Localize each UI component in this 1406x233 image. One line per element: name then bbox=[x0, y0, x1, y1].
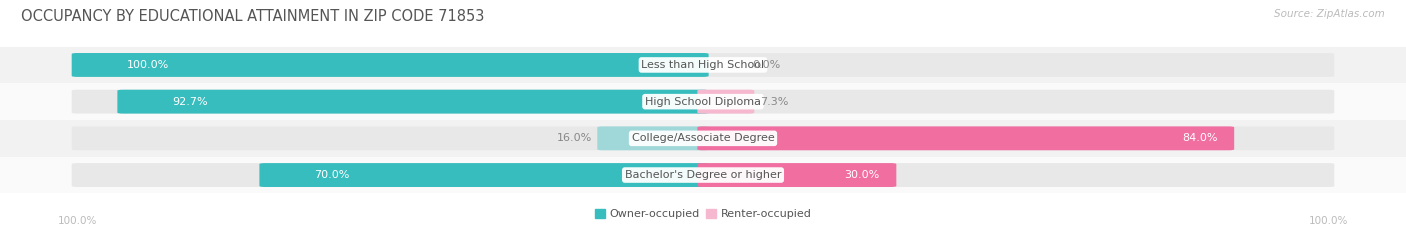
Text: 30.0%: 30.0% bbox=[844, 170, 880, 180]
FancyBboxPatch shape bbox=[72, 53, 1334, 77]
Text: Source: ZipAtlas.com: Source: ZipAtlas.com bbox=[1274, 9, 1385, 19]
Text: 92.7%: 92.7% bbox=[172, 97, 208, 107]
Text: Bachelor's Degree or higher: Bachelor's Degree or higher bbox=[624, 170, 782, 180]
Text: 84.0%: 84.0% bbox=[1182, 133, 1218, 143]
Text: 100.0%: 100.0% bbox=[127, 60, 169, 70]
FancyBboxPatch shape bbox=[72, 126, 1334, 150]
Text: High School Diploma: High School Diploma bbox=[645, 97, 761, 107]
Text: College/Associate Degree: College/Associate Degree bbox=[631, 133, 775, 143]
FancyBboxPatch shape bbox=[72, 163, 1334, 187]
FancyBboxPatch shape bbox=[260, 163, 709, 187]
FancyBboxPatch shape bbox=[0, 83, 1406, 120]
Text: 7.3%: 7.3% bbox=[759, 97, 789, 107]
FancyBboxPatch shape bbox=[0, 47, 1406, 83]
Text: Less than High School: Less than High School bbox=[641, 60, 765, 70]
Text: OCCUPANCY BY EDUCATIONAL ATTAINMENT IN ZIP CODE 71853: OCCUPANCY BY EDUCATIONAL ATTAINMENT IN Z… bbox=[21, 9, 485, 24]
FancyBboxPatch shape bbox=[0, 157, 1406, 193]
Text: 100.0%: 100.0% bbox=[1309, 216, 1348, 226]
Text: 16.0%: 16.0% bbox=[557, 133, 592, 143]
FancyBboxPatch shape bbox=[72, 53, 709, 77]
Text: 0.0%: 0.0% bbox=[752, 60, 780, 70]
FancyBboxPatch shape bbox=[72, 90, 1334, 114]
FancyBboxPatch shape bbox=[697, 90, 754, 114]
FancyBboxPatch shape bbox=[598, 126, 709, 150]
Text: 100.0%: 100.0% bbox=[58, 216, 97, 226]
Legend: Owner-occupied, Renter-occupied: Owner-occupied, Renter-occupied bbox=[591, 205, 815, 224]
Text: 70.0%: 70.0% bbox=[315, 170, 350, 180]
FancyBboxPatch shape bbox=[117, 90, 709, 114]
FancyBboxPatch shape bbox=[0, 120, 1406, 157]
FancyBboxPatch shape bbox=[697, 126, 1234, 150]
FancyBboxPatch shape bbox=[697, 163, 897, 187]
